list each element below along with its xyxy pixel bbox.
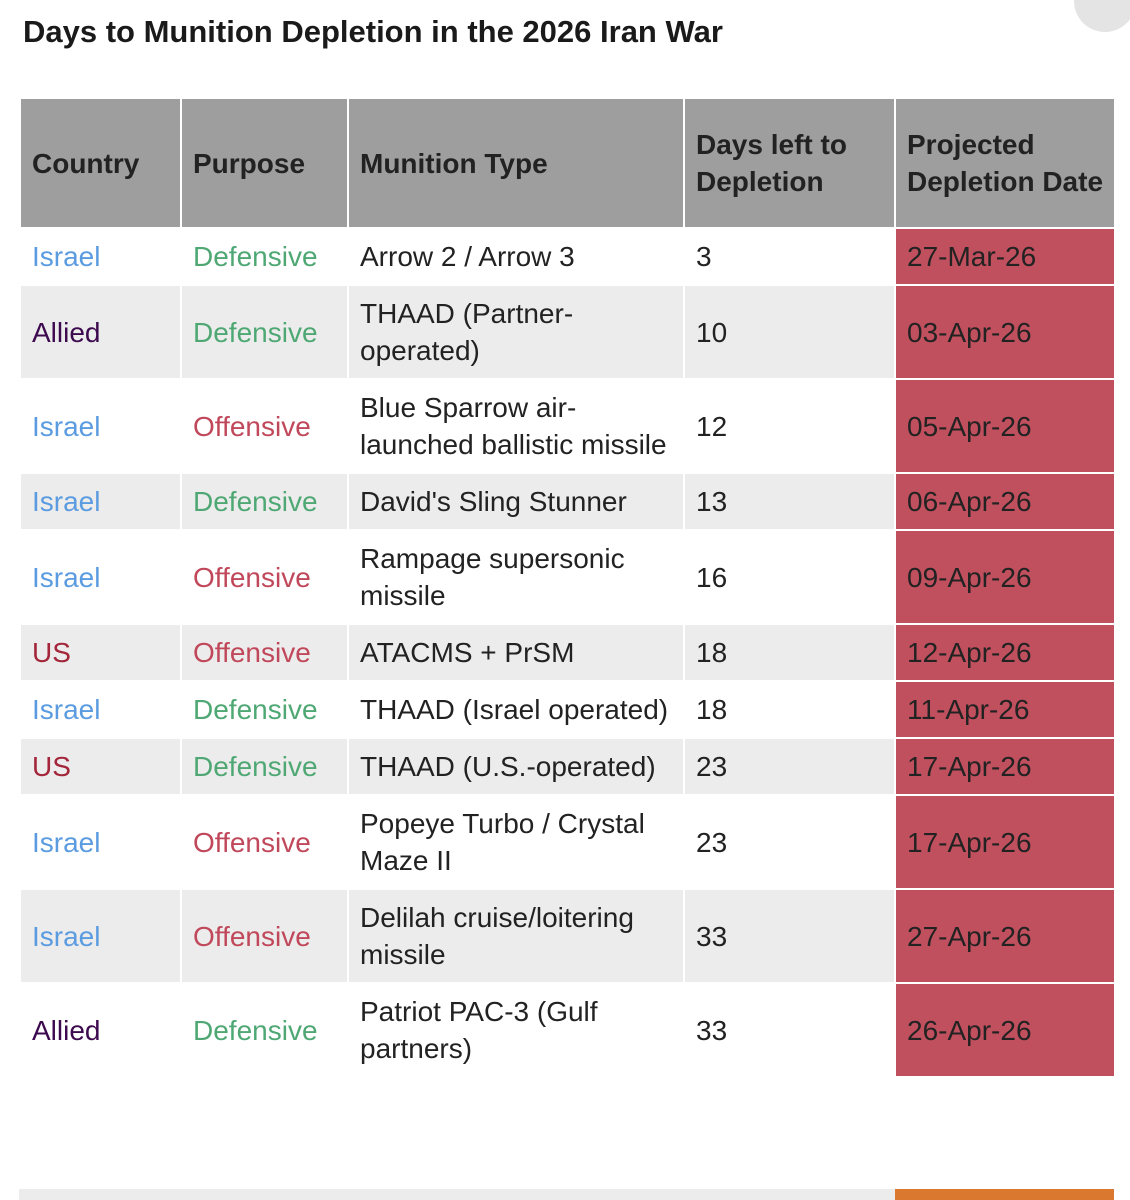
table-cell: Arrow 2 / Arrow 3 [347, 227, 685, 286]
table-cell: Israel [19, 472, 182, 531]
table-row: US Defensive THAAD (U.S.-operated) 23 17-Apr… [19, 737, 1116, 796]
table-cell: 27-Mar-26 [894, 227, 1116, 286]
munition-table: Country Purpose Munition Type Days left to … [19, 97, 1116, 1078]
header-cell: Munition Type [347, 97, 685, 229]
table-cell: Israel [19, 378, 182, 474]
table-cell: Offensive [180, 529, 349, 625]
table-row: Israel Offensive Rampage supersonic missil… [19, 529, 1116, 625]
table-cell: Israel [19, 680, 182, 739]
table-cell: 17-Apr-26 [894, 794, 1116, 890]
table-cell: 03-Apr-26 [894, 284, 1116, 380]
table-cell: 09-Apr-26 [894, 529, 1116, 625]
table-row: Israel Defensive David's Sling Stunner 13 06… [19, 472, 1116, 531]
table-cell: 33 [683, 982, 896, 1078]
table-cell: Allied [19, 284, 182, 380]
table-cell: THAAD (Israel operated) [347, 680, 685, 739]
table-cell: Offensive [180, 888, 349, 984]
table-row: Israel Offensive Delilah cruise/loitering … [19, 888, 1116, 984]
table-cell: 33 [683, 888, 896, 984]
header-cell: Projected Depletion Date [894, 97, 1116, 229]
table-cell: Israel [19, 227, 182, 286]
table-cell: 23 [683, 737, 896, 796]
table-cell: 18 [683, 623, 896, 682]
table-cell: Rampage supersonic missile [347, 529, 685, 625]
table-cell: Israel [19, 794, 182, 890]
table-cell: Blue Sparrow air-launched ballistic miss… [347, 378, 685, 474]
table-cell: 16 [683, 529, 896, 625]
table-cell: 17-Apr-26 [894, 737, 1116, 796]
table-cell: Israel [19, 888, 182, 984]
table-cell: Defensive [180, 680, 349, 739]
table-cell: Defensive [180, 284, 349, 380]
header-row: Country Purpose Munition Type Days left to … [19, 97, 1116, 229]
menu-icon[interactable] [1074, 0, 1130, 32]
table-cell: ATACMS + PrSM [347, 623, 685, 682]
table-cell: Defensive [180, 472, 349, 531]
partial-row [19, 1189, 1114, 1200]
header-cell: Country [19, 97, 182, 229]
table-cell: 12-Apr-26 [894, 623, 1116, 682]
table-cell: 12 [683, 378, 896, 474]
table-cell: Offensive [180, 623, 349, 682]
table-cell: 23 [683, 794, 896, 890]
table-row: Allied Defensive Patriot PAC-3 (Gulf partn… [19, 982, 1116, 1078]
table-cell: 3 [683, 227, 896, 286]
table-cell: 13 [683, 472, 896, 531]
table-cell: Offensive [180, 794, 349, 890]
header-cell: Purpose [180, 97, 349, 229]
table-cell: 11-Apr-26 [894, 680, 1116, 739]
table-cell: Offensive [180, 378, 349, 474]
table-cell: Patriot PAC-3 (Gulf partners) [347, 982, 685, 1078]
table-cell: 06-Apr-26 [894, 472, 1116, 531]
table-cell: 26-Apr-26 [894, 982, 1116, 1078]
table-cell: US [19, 623, 182, 682]
table-row: Israel Defensive THAAD (Israel operated) 18… [19, 680, 1116, 739]
table-cell: 18 [683, 680, 896, 739]
table-cell: 27-Apr-26 [894, 888, 1116, 984]
table-cell: 05-Apr-26 [894, 378, 1116, 474]
table-cell: 10 [683, 284, 896, 380]
table-cell: Delilah cruise/loitering missile [347, 888, 685, 984]
title: Days to Munition Depletion in the 2026 I… [23, 14, 723, 49]
table-row: Israel Offensive Popeye Turbo / Crystal Ma… [19, 794, 1116, 890]
table-cell: US [19, 737, 182, 796]
header-cell: Days left to Depletion [683, 97, 896, 229]
table-cell: Defensive [180, 227, 349, 286]
table-cell: Israel [19, 529, 182, 625]
table-row: Israel Defensive Arrow 2 / Arrow 3 3 27-Mar-… [19, 227, 1116, 286]
table-cell: Defensive [180, 737, 349, 796]
table-cell: Allied [19, 982, 182, 1078]
table-cell: Defensive [180, 982, 349, 1078]
table-row: Israel Offensive Blue Sparrow air-launched… [19, 378, 1116, 474]
table-cell: Popeye Turbo / Crystal Maze II [347, 794, 685, 890]
table-cell: THAAD (U.S.-operated) [347, 737, 685, 796]
table-row: Allied Defensive THAAD (Partner-operated) 1… [19, 284, 1116, 380]
table-cell: THAAD (Partner-operated) [347, 284, 685, 380]
table-row: US Offensive ATACMS + PrSM 18 12-Apr-26 [19, 623, 1116, 682]
table-cell: David's Sling Stunner [347, 472, 685, 531]
